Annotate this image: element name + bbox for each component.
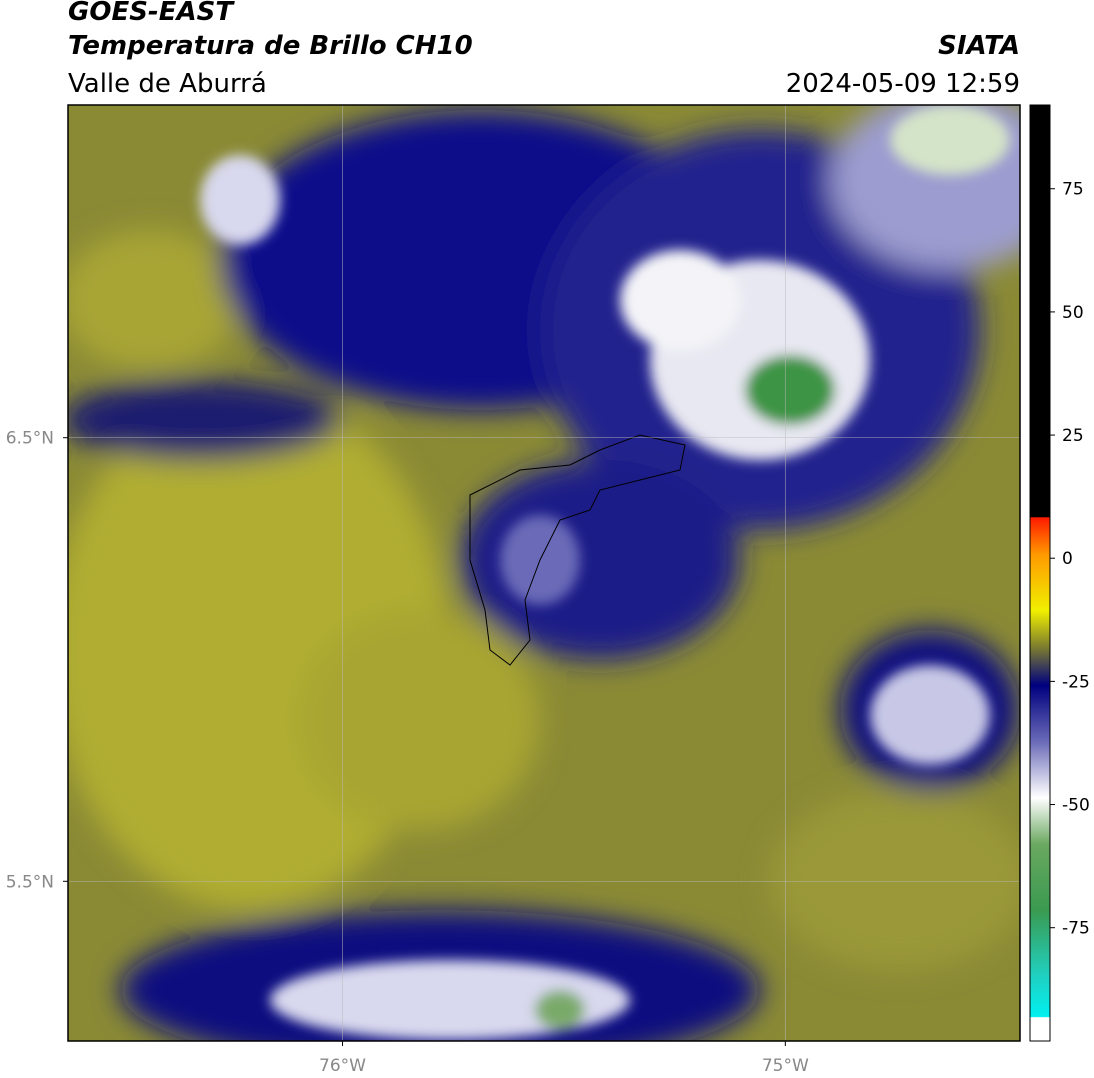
colorbar-tick-label: 0 xyxy=(1062,549,1073,569)
map-frame xyxy=(67,104,1021,1042)
colorbar-tick-label: 50 xyxy=(1062,303,1084,323)
y-tick-label: 6.5°N xyxy=(6,429,54,449)
colorbar-tick-label: -25 xyxy=(1062,672,1090,692)
colorbar-tick-label: -50 xyxy=(1062,796,1090,816)
datetime: 2024-05-09 12:59 xyxy=(786,69,1020,99)
satellite-image xyxy=(68,105,1020,1041)
colorbar-tick-label: 75 xyxy=(1062,180,1084,200)
colorbar-tick-label: -75 xyxy=(1062,919,1090,939)
x-tick-label: 75°W xyxy=(762,1056,809,1076)
graticule xyxy=(68,105,1020,1041)
colorbar xyxy=(1029,104,1051,1042)
colorbar-tick-label: 25 xyxy=(1062,426,1084,446)
title: GOES-EAST xyxy=(68,0,235,27)
valley-outline xyxy=(469,434,686,666)
subtitle: Temperatura de Brillo CH10 xyxy=(68,31,473,61)
y-tick-label: 5.5°N xyxy=(6,872,54,892)
x-tick-label: 76°W xyxy=(319,1056,366,1076)
region: Valle de Aburrá xyxy=(68,69,267,99)
source: SIATA xyxy=(938,31,1020,61)
